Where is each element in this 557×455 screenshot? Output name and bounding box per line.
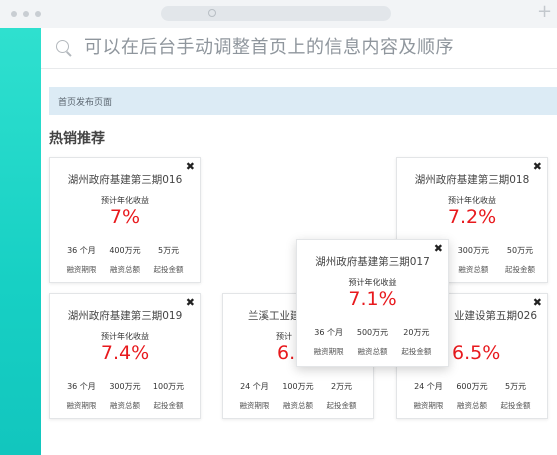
card-title: 业建设第五期026 [454,308,537,323]
stat-label: 起投金额 [494,400,537,411]
stat-label: 融资总额 [104,264,147,275]
stat-value: 36 个月 [60,245,103,256]
card-rate-label: 预计年化收益 [50,331,200,342]
stat-value: 600万元 [451,381,494,392]
sidebar-strip [0,28,41,455]
stat-label: 融资总额 [458,264,489,275]
card-rate: 7.4% [50,342,200,364]
card-rate: 7.1% [297,288,448,310]
stat-value: 50万元 [505,245,535,256]
stat-value: 36 个月 [307,327,350,338]
dragged-product-card[interactable]: ✖ 湖州政府基建第三期017 预计年化收益 7.1% 36 个月 融资期限 500… [296,239,449,367]
stat-value: 300万元 [458,245,489,256]
address-bar[interactable] [161,6,391,21]
card-title: 兰溪工业建 [248,308,301,323]
search-input[interactable]: 可以在后台手动调整首页上的信息内容及顺序 [84,33,454,59]
stat-label: 起投金额 [147,264,190,275]
stat-label: 融资期限 [60,264,103,275]
stat-value: 24 个月 [233,381,276,392]
info-bar-text[interactable]: 首页发布页面 [58,95,112,108]
card-rate: 6.5% [452,342,500,364]
card-rate: 6. [277,342,295,364]
stat-value: 2万元 [320,381,363,392]
divider [41,68,557,69]
stat-value: 20万元 [395,327,438,338]
address-bar-icon [208,9,216,17]
card-rate-label: 预计年化收益 [50,195,200,206]
stat-label: 起投金额 [147,400,190,411]
stat-label: 融资总额 [104,400,147,411]
card-rate-label: 预计 [276,331,292,342]
card-title: 湖州政府基建第三期019 [50,308,200,323]
stat-label: 融资期限 [307,346,350,357]
card-rate: 7.2% [397,206,547,228]
window-dot-icon[interactable] [11,11,17,17]
card-title: 湖州政府基建第三期018 [397,172,547,187]
window-dot-icon[interactable] [23,11,29,17]
stat-label: 起投金额 [505,264,535,275]
card-rate-label: 预计年化收益 [297,277,448,288]
info-bar [49,87,557,115]
stat-label: 融资期限 [233,400,276,411]
stat-label: 融资期限 [407,400,450,411]
section-title: 热销推荐 [49,128,105,148]
stat-value: 24 个月 [407,381,450,392]
stat-value: 400万元 [104,245,147,256]
stat-label: 融资总额 [351,346,394,357]
stat-label: 融资总额 [451,400,494,411]
stat-value: 500万元 [351,327,394,338]
stat-label: 起投金额 [320,400,363,411]
card-title: 湖州政府基建第三期017 [297,254,448,269]
stat-label: 融资期限 [60,400,103,411]
product-card[interactable]: ✖ 湖州政府基建第三期016 预计年化收益 7% 36 个月 融资期限 400万元… [49,157,201,283]
card-title: 湖州政府基建第三期016 [50,172,200,187]
stat-value: 300万元 [104,381,147,392]
stat-value: 36 个月 [60,381,103,392]
card-rate-label: 预计年化收益 [397,195,547,206]
stat-value: 5万元 [147,245,190,256]
product-card[interactable]: ✖ 湖州政府基建第三期019 预计年化收益 7.4% 36 个月 融资期限 300… [49,293,201,419]
new-tab-icon[interactable]: + [537,2,552,22]
stat-value: 100万元 [147,381,190,392]
window-dot-icon[interactable] [35,11,41,17]
stat-value: 5万元 [494,381,537,392]
card-rate: 7% [50,206,200,228]
stat-label: 起投金额 [395,346,438,357]
stat-value: 100万元 [277,381,320,392]
stat-label: 融资总额 [277,400,320,411]
search-icon[interactable] [56,40,69,53]
